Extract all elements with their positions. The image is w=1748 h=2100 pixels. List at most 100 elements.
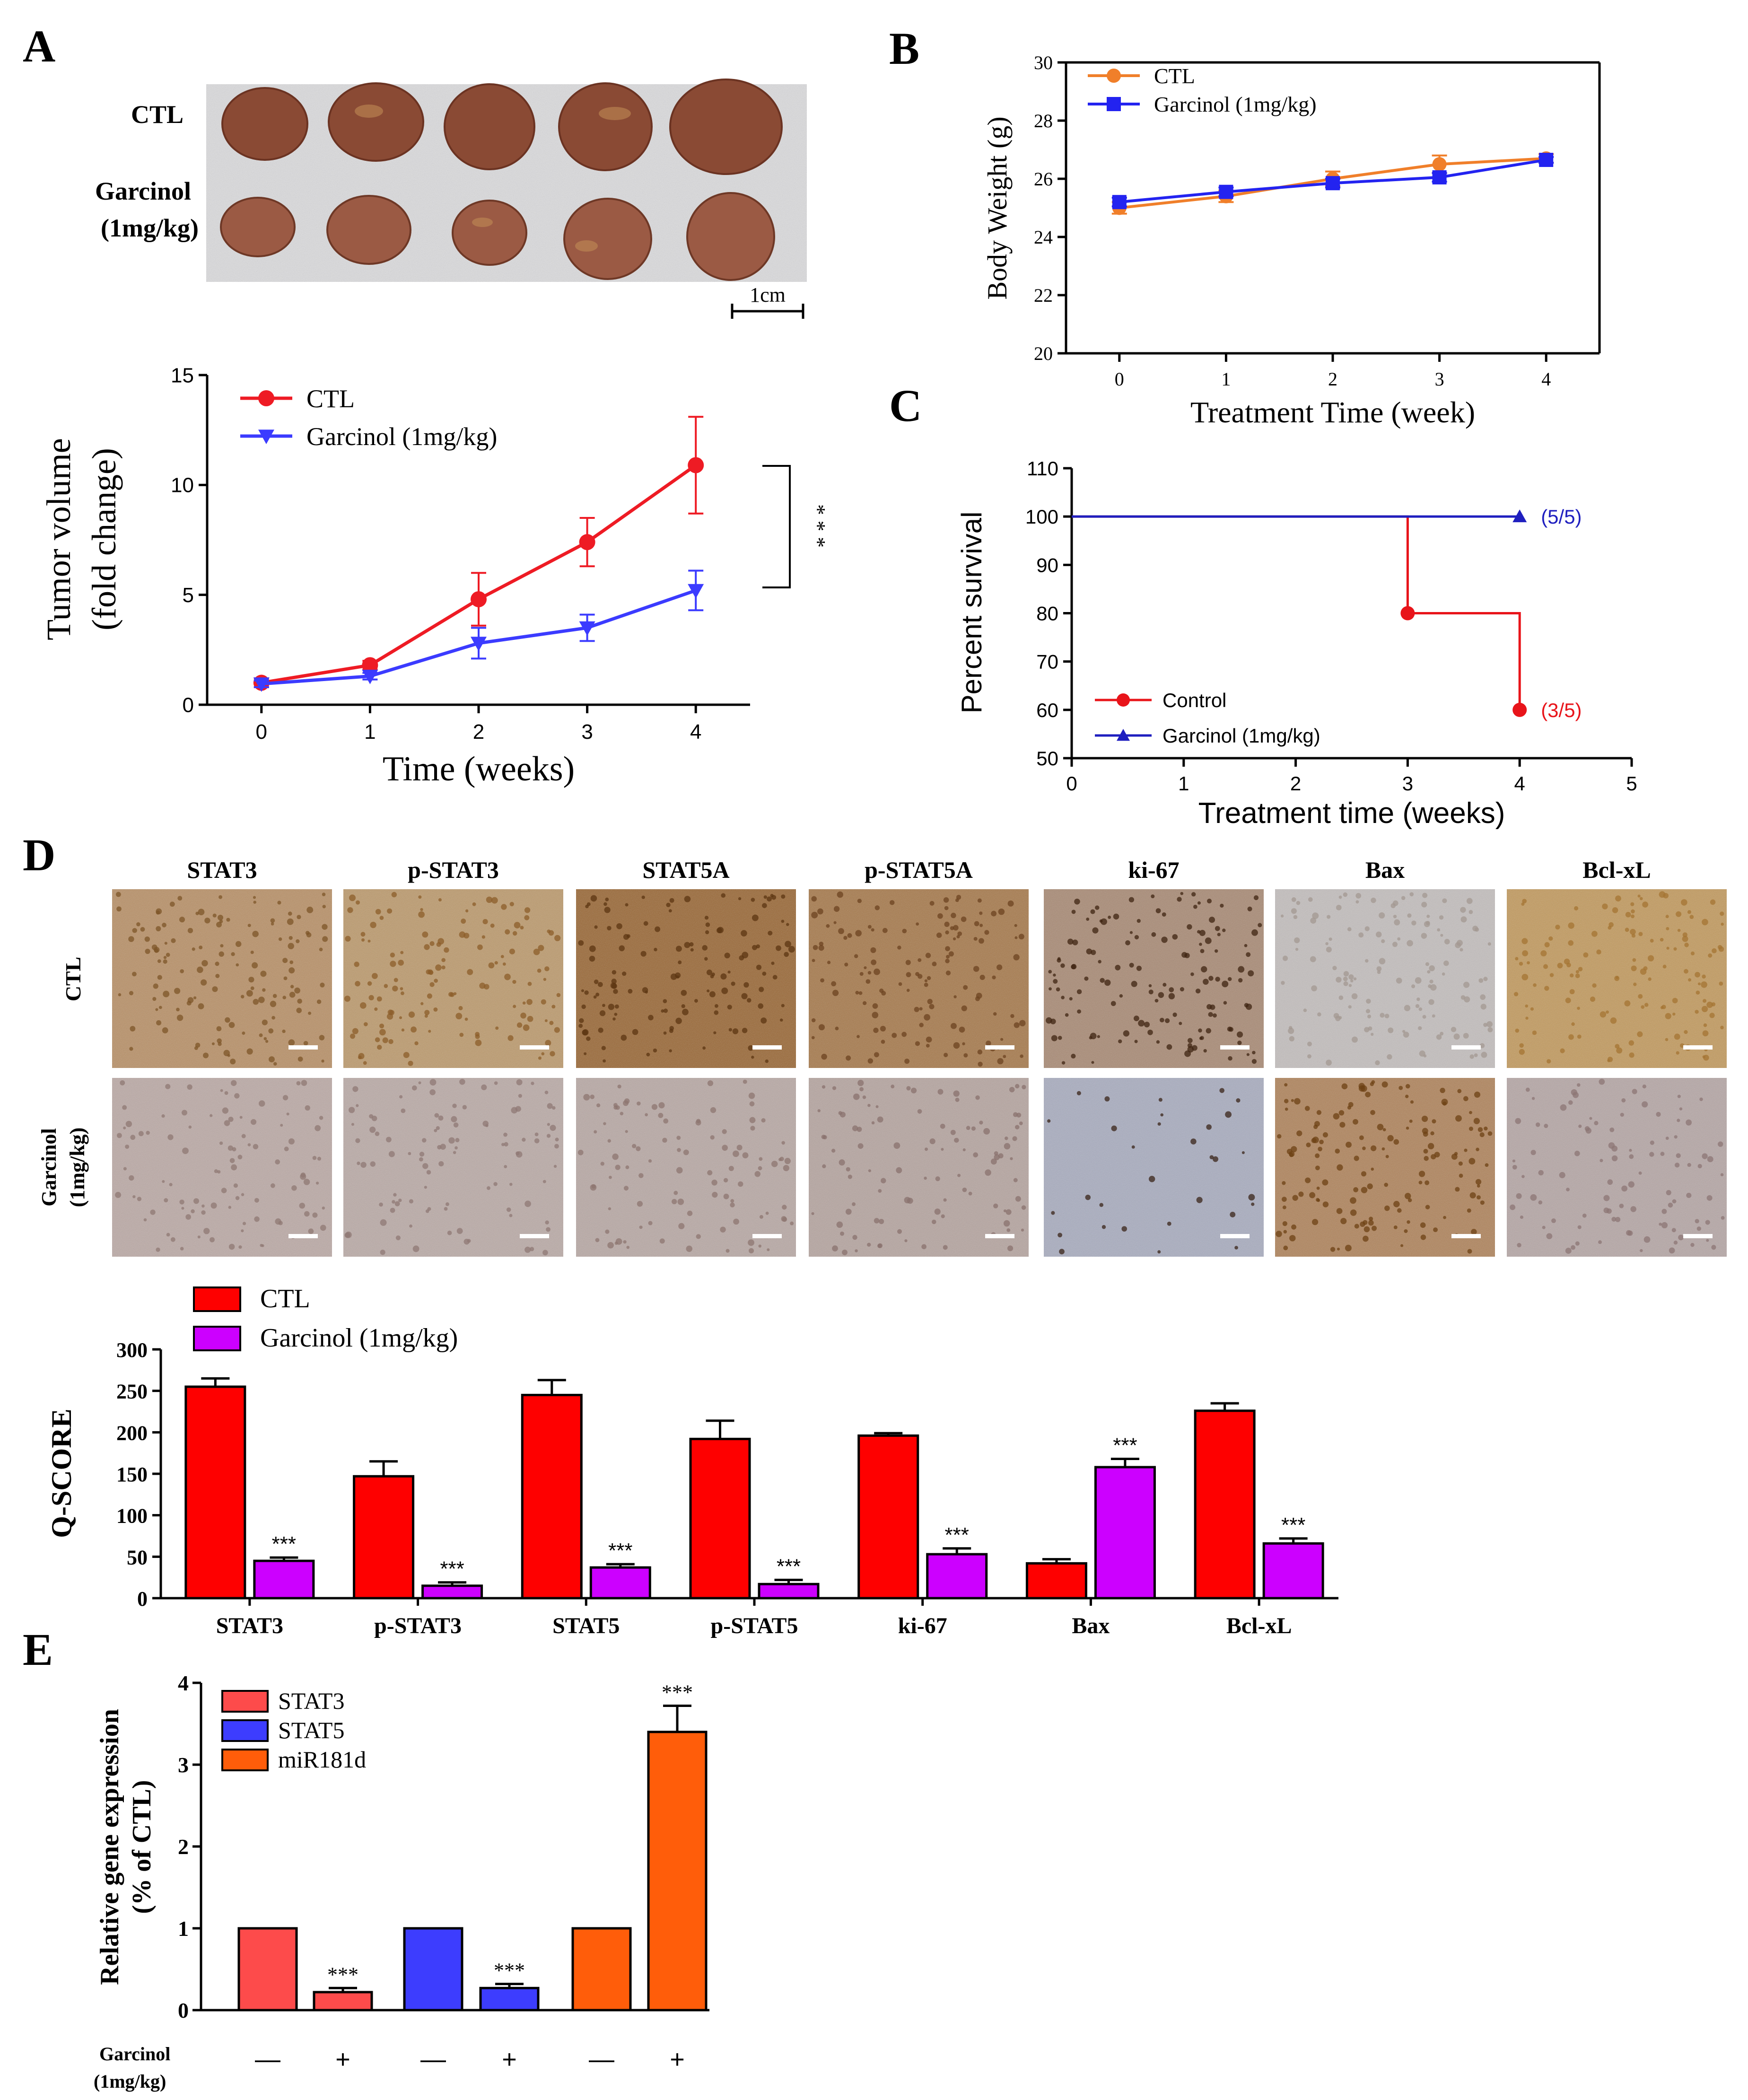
ihc-nucleus [1676, 1051, 1679, 1055]
ihc-nucleus [1345, 1244, 1352, 1251]
ihc-nucleus [1638, 1171, 1642, 1175]
ihc-nucleus [1246, 1053, 1250, 1056]
ihc-nucleus [1463, 1096, 1468, 1102]
ihc-nucleus [424, 1186, 427, 1189]
data-point [362, 657, 378, 674]
ihc-nucleus [509, 1214, 513, 1217]
ihc-nucleus [509, 948, 516, 954]
ihc-nucleus [504, 1165, 507, 1168]
ihc-nucleus [1424, 1156, 1429, 1161]
ihc-nucleus [467, 969, 473, 975]
ihc-nucleus [289, 960, 294, 964]
ihc-nucleus [1661, 1005, 1666, 1009]
ihc-nucleus [1510, 1204, 1516, 1210]
ihc-nucleus [997, 1058, 1004, 1065]
ihc-nucleus [356, 1104, 359, 1107]
ihc-nucleus [1457, 1089, 1462, 1094]
ihc-nucleus [1151, 932, 1156, 937]
ihc-nucleus [1404, 1229, 1408, 1233]
ihc-nucleus [229, 1158, 235, 1164]
ihc-nucleus [932, 1219, 936, 1225]
ihc-nucleus [924, 1176, 927, 1180]
ihc-nucleus [1674, 1163, 1680, 1168]
ihc-nucleus [1679, 1107, 1683, 1111]
ihc-nucleus [1640, 968, 1647, 975]
ihc-nucleus [361, 938, 365, 942]
x-tick-label: 2 [1290, 772, 1301, 795]
y-tick-label: 15 [171, 364, 194, 387]
ihc-nucleus [1702, 1153, 1708, 1159]
data-point [471, 591, 487, 607]
ihc-nucleus [962, 1042, 965, 1046]
ihc-nucleus [1129, 962, 1134, 968]
ihc-nucleus [216, 921, 222, 928]
ihc-nucleus [1480, 1004, 1486, 1010]
ihc-nucleus [210, 1114, 213, 1117]
ihc-nucleus [1547, 1059, 1551, 1064]
ihc-nucleus [1197, 901, 1201, 905]
ihc-nucleus [1338, 995, 1344, 1000]
ihc-nucleus [1425, 1180, 1430, 1185]
ihc-nucleus [957, 931, 962, 936]
ihc-nucleus [308, 1011, 312, 1015]
ihc-nucleus [756, 964, 762, 970]
ihc-nucleus [1629, 1149, 1632, 1152]
ihc-nucleus [1690, 1242, 1695, 1247]
ihc-nucleus [1168, 993, 1175, 999]
ihc-nucleus [1606, 1010, 1609, 1014]
ihc-nucleus [165, 1084, 171, 1089]
ihc-nucleus [375, 1037, 380, 1042]
ihc-nucleus [129, 1175, 134, 1181]
ihc-nucleus [1252, 1050, 1256, 1055]
ihc-nucleus [1296, 1130, 1302, 1137]
ihc-nucleus [316, 999, 322, 1004]
ihc-nucleus [282, 996, 287, 999]
ihc-nucleus [422, 1163, 428, 1169]
ihc-nucleus [1557, 962, 1563, 969]
y-tick-label: 1 [178, 1916, 189, 1941]
ihc-nucleus [1521, 973, 1529, 980]
ihc-nucleus [1566, 962, 1571, 968]
ihc-nucleus [1293, 915, 1298, 919]
ihc-nucleus [1598, 1240, 1602, 1244]
ihc-nucleus [544, 966, 550, 971]
ihc-nucleus [842, 1249, 848, 1255]
ihc-nucleus [1199, 930, 1206, 936]
ihc-nucleus [448, 1137, 455, 1144]
ihc-nucleus [855, 1249, 858, 1252]
ihc-nucleus [1086, 917, 1090, 921]
ihc-nucleus [1291, 908, 1297, 914]
ihc-nucleus [132, 1195, 136, 1199]
ihc-nucleus [1512, 1159, 1516, 1163]
ihc-nucleus [1118, 1039, 1122, 1043]
ihc-nucleus [524, 915, 530, 920]
ihc-nucleus [1010, 1157, 1013, 1160]
ihc-nucleus [1436, 1034, 1442, 1040]
ihc-nucleus [1365, 1009, 1371, 1014]
ihc-nucleus [1307, 1041, 1312, 1047]
ihc-nucleus [1477, 1127, 1483, 1132]
tumor-photo [206, 79, 807, 282]
ihc-nucleus [1359, 1135, 1364, 1140]
ihc-nucleus [873, 1027, 879, 1033]
ihc-nucleus [426, 969, 431, 975]
ihc-nucleus [1200, 949, 1205, 954]
ihc-nucleus [164, 942, 167, 945]
ihc-nucleus [1711, 1002, 1716, 1006]
ihc-nucleus [711, 972, 715, 976]
ihc-nucleus [979, 938, 984, 944]
ihc-nucleus [1005, 1209, 1012, 1215]
ihc-nucleus [593, 995, 597, 999]
ihc-nucleus [945, 971, 951, 976]
ihc-nucleus [379, 1202, 383, 1207]
ihc-nucleus [512, 931, 517, 936]
ihc-nucleus [1348, 974, 1354, 980]
ihc-nucleus [1387, 1054, 1392, 1060]
treatment-label: + [670, 2045, 685, 2074]
ihc-nucleus [187, 997, 194, 1003]
ihc-nucleus [1370, 1082, 1374, 1086]
ihc-nucleus [1577, 1083, 1581, 1087]
ihc-nucleus [1560, 1104, 1567, 1111]
ihc-nucleus [839, 1159, 845, 1166]
ihc-nucleus [845, 1208, 852, 1215]
